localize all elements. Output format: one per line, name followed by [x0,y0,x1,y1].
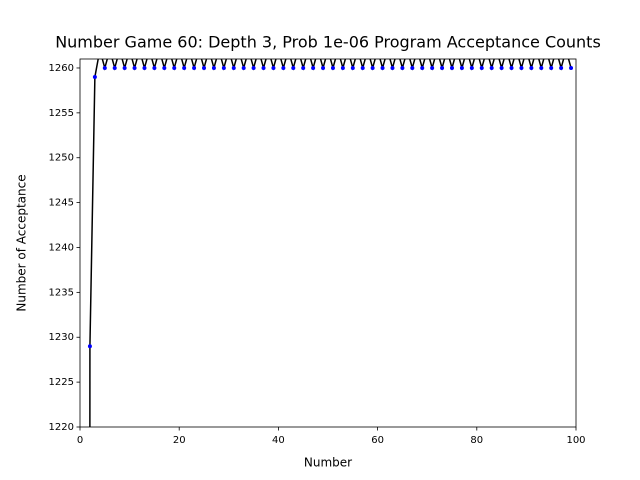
y-tick-label: 1235 [49,287,74,298]
data-point [539,65,544,70]
chart-title: Number Game 60: Depth 3, Prob 1e-06 Prog… [55,33,601,52]
data-point [440,65,445,70]
data-point [360,65,365,70]
data-point [291,65,296,70]
y-tick-label: 1260 [49,63,74,74]
y-tick-label: 1250 [49,153,74,164]
data-point [390,65,395,70]
data-point [450,65,454,70]
data-point [241,65,246,70]
data-point [321,65,326,70]
data-point [549,65,554,70]
y-tick-label: 1245 [49,198,74,209]
plot-area [87,59,574,427]
data-point [499,65,504,70]
data-point [469,65,474,70]
data-point [569,65,574,70]
data-point [231,65,236,70]
data-point [350,65,355,70]
data-point [172,65,177,70]
data-point [340,65,345,70]
data-point [519,65,524,70]
data-point [509,65,514,70]
x-axis-label: Number [304,456,352,470]
data-point [261,65,266,70]
data-point [479,65,484,70]
data-point [132,65,137,70]
data-point [162,65,167,70]
data-point [142,65,147,70]
data-point [182,65,187,70]
data-point [529,65,534,70]
data-point [459,65,464,70]
y-tick-label: 1240 [49,242,74,253]
data-point [410,65,415,70]
data-point [87,344,92,349]
x-tick-label: 100 [566,435,585,446]
data-point [311,65,316,70]
data-point [202,65,206,70]
x-tick-label: 0 [77,435,83,446]
data-point [430,65,435,70]
data-point [221,65,226,70]
series-line [89,59,572,427]
data-point [559,65,564,70]
data-point [271,65,276,70]
data-point [420,65,425,70]
data-point [192,65,197,70]
data-point [112,65,117,70]
x-tick-label: 40 [272,435,285,446]
data-point [400,65,405,70]
data-point [152,65,157,70]
x-tick-label: 60 [371,435,384,446]
x-tick-label: 20 [173,435,186,446]
axes-frame [79,58,577,428]
data-point [281,65,286,70]
data-point [301,65,306,70]
data-point [251,65,256,70]
data-point [92,74,97,79]
y-axis-label: Number of Acceptance [15,174,29,311]
data-point [489,65,494,70]
data-point [211,65,216,70]
y-tick-label: 1220 [49,422,74,433]
data-point [102,65,107,70]
y-tick-label: 1230 [49,332,74,343]
y-tick-label: 1255 [49,108,74,119]
x-tick-label: 80 [470,435,483,446]
data-point [122,65,127,70]
data-point [380,65,385,70]
data-point [330,65,335,70]
y-tick-label: 1225 [49,377,74,388]
data-point [370,65,375,70]
